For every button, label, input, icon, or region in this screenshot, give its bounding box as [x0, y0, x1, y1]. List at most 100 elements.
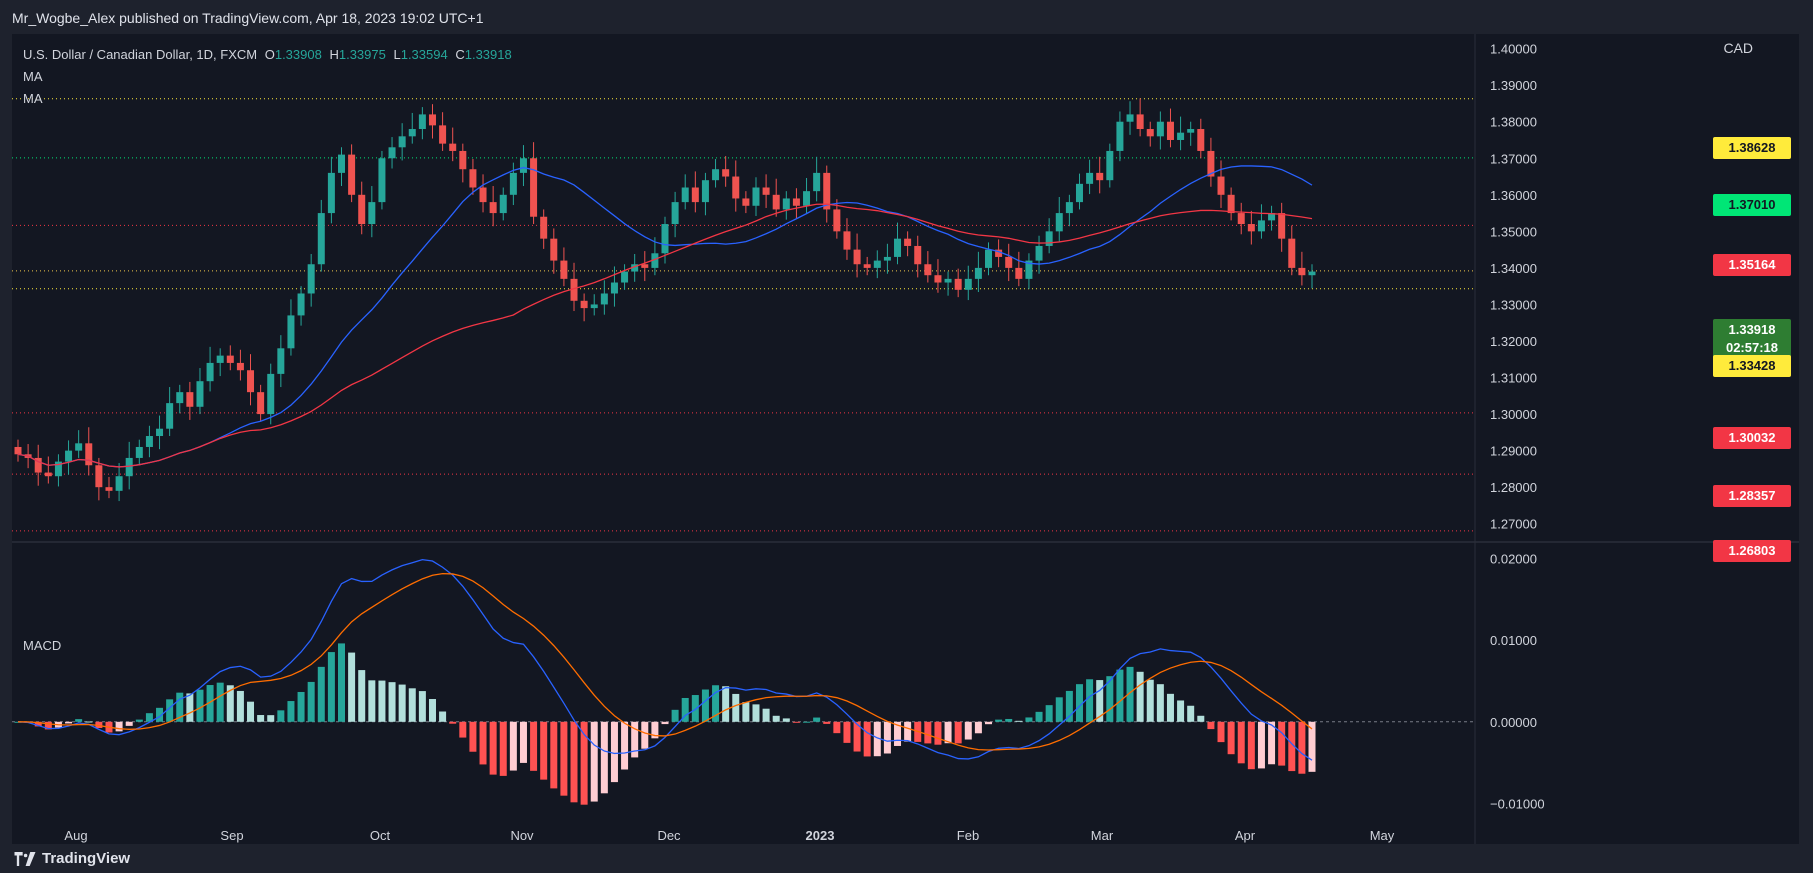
macd-histogram-bar — [176, 692, 184, 722]
macd-histogram-bar — [418, 691, 426, 722]
price-level-tag: 1.33918 — [1713, 319, 1791, 341]
macd-histogram-bar — [863, 721, 871, 757]
macd-histogram-bar — [1278, 721, 1286, 766]
candle-body — [782, 198, 790, 210]
macd-histogram-bar — [1025, 717, 1033, 722]
macd-histogram-bar — [439, 711, 447, 722]
candle-body — [439, 125, 447, 144]
macd-histogram-bar — [600, 721, 608, 794]
macd-histogram-bar — [540, 721, 548, 780]
candle-body — [378, 158, 386, 203]
macd-histogram-bar — [530, 721, 538, 771]
candle-body — [681, 187, 689, 203]
macd-histogram-bar — [904, 721, 912, 742]
low-value: 1.33594 — [400, 47, 448, 62]
macd-histogram-bar — [34, 721, 42, 727]
macd-histogram-bar — [1298, 721, 1306, 774]
price-level-tag: 1.37010 — [1713, 194, 1791, 216]
ma-indicator-2[interactable]: MA — [23, 91, 43, 106]
candle-body — [398, 136, 406, 148]
candle-body — [904, 238, 912, 246]
candle-body — [499, 194, 507, 214]
candle-body — [125, 457, 133, 477]
candle-body — [1035, 245, 1043, 261]
macd-histogram-bar — [236, 690, 244, 722]
macd-histogram-bar — [701, 689, 709, 722]
candle-body — [105, 487, 113, 491]
macd-histogram-bar — [752, 704, 760, 722]
macd-histogram-bar — [641, 721, 649, 749]
candle-body — [277, 348, 285, 374]
macd-histogram-bar — [1207, 721, 1215, 730]
symbol-legend: U.S. Dollar / Canadian Dollar, 1D, FXCM … — [23, 44, 512, 110]
macd-histogram-bar — [1187, 705, 1195, 722]
candle-body — [388, 147, 396, 159]
macd-histogram-bar — [570, 721, 578, 803]
candle-body — [772, 194, 780, 210]
macd-histogram-bar — [459, 721, 467, 738]
candle-body — [873, 260, 881, 268]
candle-body — [712, 169, 720, 181]
macd-indicator-label[interactable]: MACD — [23, 638, 62, 653]
candle-body — [792, 198, 800, 206]
candle-body — [327, 172, 335, 214]
candle-body — [1156, 121, 1164, 137]
candle-body — [44, 472, 52, 477]
macd-histogram-bar — [338, 643, 345, 722]
candle-body — [408, 129, 416, 137]
high-label: H — [329, 47, 339, 62]
candle-body — [894, 238, 902, 257]
candle-body — [1025, 260, 1033, 279]
candle-body — [95, 465, 103, 488]
macd-histogram-bar — [853, 721, 861, 752]
candle-body — [489, 202, 497, 214]
macd-histogram-bar — [317, 666, 325, 722]
price-chart[interactable]: 1.40000 1.39000 1.38000 1.37000 1.36000 1.350… — [12, 34, 1799, 844]
macd-histogram-bar — [216, 682, 224, 722]
candle-body — [995, 249, 1003, 257]
time-axis-label: 2023 — [806, 828, 835, 843]
macd-histogram-bar — [1247, 721, 1255, 770]
candle-body — [590, 304, 598, 309]
candle-body — [469, 169, 477, 188]
candle-body — [1136, 114, 1144, 130]
candle-body — [934, 275, 942, 283]
time-axis-label: Apr — [1235, 828, 1256, 843]
tradingview-brand[interactable]: TradingView — [14, 850, 130, 867]
candle-body — [1227, 194, 1235, 214]
candle-body — [914, 245, 922, 265]
macd-histogram-bar — [1166, 693, 1174, 722]
macd-histogram-bar — [1197, 715, 1205, 722]
candle-body — [166, 403, 174, 429]
price-axis-label: 1.29000 — [1490, 444, 1537, 459]
candle-body — [236, 362, 244, 371]
candle-body — [631, 264, 639, 272]
macd-histogram-bar — [519, 721, 527, 763]
macd-histogram-bar — [722, 686, 730, 722]
macd-signal-line — [17, 573, 1313, 751]
symbol-name[interactable]: U.S. Dollar / Canadian Dollar, 1D, FXCM — [23, 47, 258, 62]
candle-body — [944, 278, 952, 283]
publisher-bar: Mr_Wogbe_Alex published on TradingView.c… — [0, 0, 1813, 34]
macd-histogram-bar — [1136, 671, 1144, 722]
candle-body — [863, 264, 871, 268]
candle-body — [348, 154, 356, 195]
candle-body — [883, 256, 891, 261]
price-level-tag: 1.38628 — [1713, 137, 1791, 159]
candle-body — [1086, 172, 1094, 184]
ma-indicator-1[interactable]: MA — [23, 69, 43, 84]
macd-histogram-bar — [985, 721, 992, 725]
candle-body — [1106, 150, 1114, 181]
macd-histogram-bar — [1126, 666, 1134, 722]
candle-body — [317, 213, 325, 265]
macd-histogram-bar — [267, 715, 275, 722]
candle-body — [34, 457, 42, 473]
macd-histogram-bar — [964, 721, 972, 740]
chart-panel[interactable]: 1.40000 1.39000 1.38000 1.37000 1.36000 1.350… — [12, 34, 1799, 844]
candle-body — [1268, 213, 1276, 221]
macd-histogram-bar — [1308, 721, 1316, 772]
candle-body — [145, 436, 153, 447]
price-axis-label: 1.31000 — [1490, 371, 1537, 386]
macd-histogram-bar — [621, 721, 629, 770]
candle-body — [186, 392, 194, 407]
